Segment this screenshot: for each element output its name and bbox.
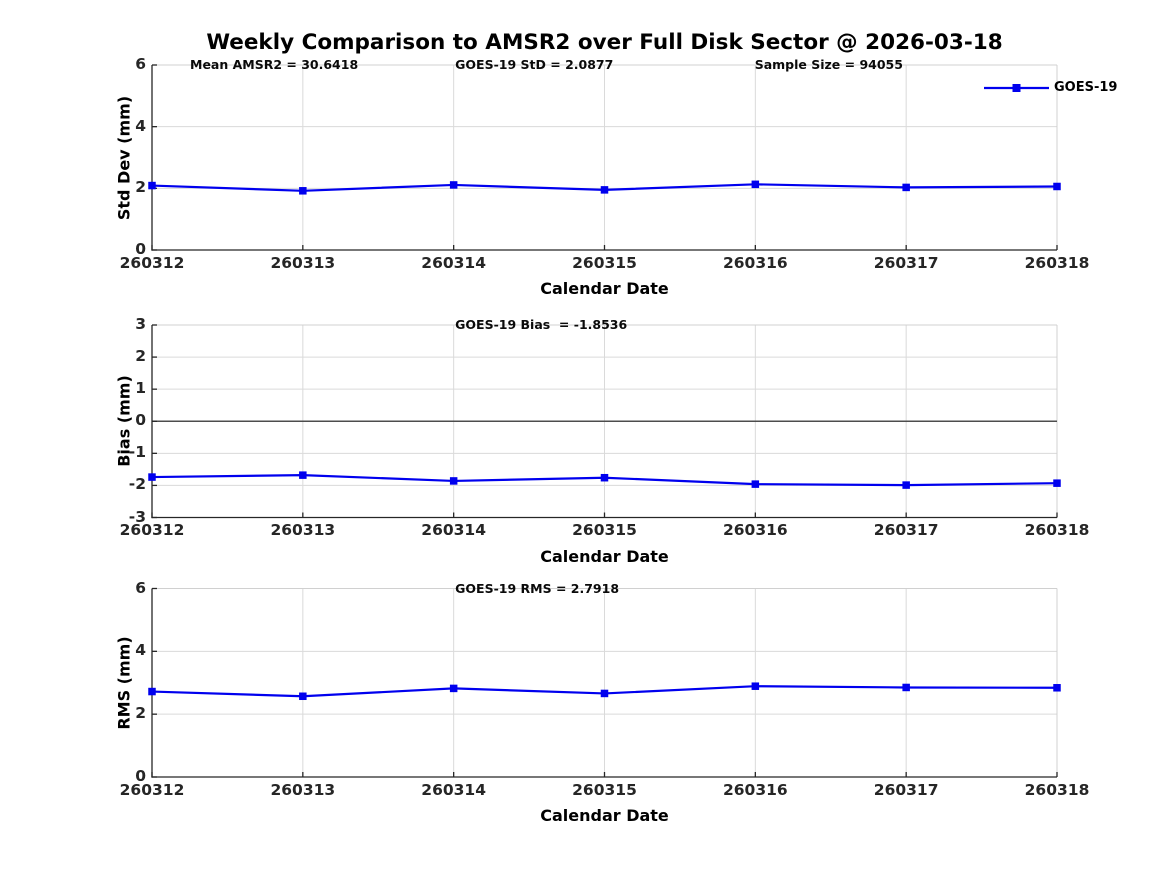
data-point-marker bbox=[148, 181, 156, 190]
data-point-marker bbox=[600, 689, 609, 698]
annotation: Sample Size = 94055 bbox=[754, 57, 903, 72]
x-tick-label: 260316 bbox=[722, 253, 788, 272]
data-point-marker bbox=[449, 684, 458, 693]
x-tick-label: 260318 bbox=[1024, 253, 1090, 272]
data-point-marker bbox=[299, 692, 307, 701]
y-tick-label: 1 bbox=[135, 379, 146, 398]
y-tick-label: 2 bbox=[135, 178, 146, 197]
x-tick-label: 260314 bbox=[421, 253, 487, 272]
data-point-marker bbox=[148, 473, 156, 481]
data-point-marker bbox=[751, 682, 760, 690]
y-tick-label: 0 bbox=[135, 240, 146, 258]
y-tick-label: -1 bbox=[128, 443, 146, 462]
subplot-std-dev bbox=[148, 64, 1061, 251]
x-tick-label: 260312 bbox=[119, 780, 185, 799]
data-point-marker bbox=[449, 477, 458, 485]
x-axis-title: Calendar Date bbox=[540, 279, 669, 298]
data-point-marker bbox=[1053, 684, 1061, 692]
annotation: Mean AMSR2 = 30.6418 bbox=[190, 57, 359, 72]
chart-title: Weekly Comparison to AMSR2 over Full Dis… bbox=[206, 30, 1003, 55]
annotation: GOES-19 StD = 2.0877 bbox=[455, 57, 614, 72]
legend-label: GOES-19 bbox=[1054, 79, 1118, 95]
y-tick-label: -3 bbox=[128, 507, 146, 526]
y-axis-title: Bias (mm) bbox=[114, 375, 134, 468]
subplot-rms bbox=[148, 587, 1061, 778]
data-point-marker bbox=[902, 683, 910, 692]
y-tick-label: -2 bbox=[128, 475, 146, 494]
x-tick-label: 260312 bbox=[119, 253, 185, 272]
annotation: GOES-19 RMS = 2.7918 bbox=[455, 580, 620, 596]
data-point-marker bbox=[751, 480, 760, 488]
legend-square-marker-icon bbox=[1012, 84, 1021, 92]
x-tick-label: 260314 bbox=[421, 521, 487, 539]
data-point-marker bbox=[902, 481, 910, 489]
x-tick-label: 260313 bbox=[270, 521, 336, 539]
x-tick-label: 260312 bbox=[119, 521, 185, 539]
y-axis-title: RMS (mm) bbox=[114, 636, 134, 730]
x-tick-label: 260313 bbox=[270, 780, 336, 799]
x-axis-title: Calendar Date bbox=[540, 806, 669, 825]
data-point-marker bbox=[902, 183, 910, 192]
data-point-marker bbox=[600, 473, 609, 482]
data-point-marker bbox=[1053, 479, 1061, 487]
data-point-marker bbox=[148, 687, 156, 696]
x-tick-label: 260315 bbox=[572, 521, 637, 539]
x-axis-title: Calendar Date bbox=[540, 546, 669, 566]
data-point-marker bbox=[751, 180, 760, 189]
data-point-marker bbox=[299, 187, 307, 195]
x-tick-label: 260315 bbox=[572, 780, 637, 799]
data-point-marker bbox=[1053, 182, 1061, 191]
y-tick-label: 4 bbox=[135, 116, 146, 135]
x-tick-label: 260316 bbox=[722, 780, 788, 799]
x-tick-label: 260317 bbox=[873, 521, 939, 539]
y-tick-label: 6 bbox=[135, 578, 146, 597]
y-tick-label: 2 bbox=[135, 704, 146, 723]
y-tick-label: 0 bbox=[135, 767, 146, 785]
x-tick-label: 260313 bbox=[270, 253, 336, 272]
data-point-marker bbox=[449, 181, 458, 189]
x-tick-label: 260318 bbox=[1024, 521, 1090, 539]
x-tick-label: 260317 bbox=[873, 253, 939, 272]
y-tick-label: 2 bbox=[135, 347, 146, 366]
y-tick-label: 4 bbox=[135, 641, 146, 660]
x-tick-label: 260317 bbox=[873, 780, 939, 799]
x-tick-label: 260318 bbox=[1024, 780, 1090, 799]
y-tick-label: 0 bbox=[135, 411, 146, 430]
subplot-bias bbox=[148, 324, 1061, 519]
x-tick-label: 260314 bbox=[421, 780, 487, 799]
annotation: GOES-19 Bias = -1.8536 bbox=[455, 317, 628, 332]
y-tick-label: 6 bbox=[135, 55, 146, 73]
data-point-marker bbox=[299, 471, 307, 479]
y-tick-label: 3 bbox=[135, 315, 146, 333]
x-tick-label: 260315 bbox=[572, 253, 637, 272]
legend bbox=[984, 84, 1049, 92]
x-tick-label: 260316 bbox=[722, 521, 788, 539]
data-point-marker bbox=[600, 186, 609, 194]
y-axis-title: Std Dev (mm) bbox=[114, 95, 134, 220]
